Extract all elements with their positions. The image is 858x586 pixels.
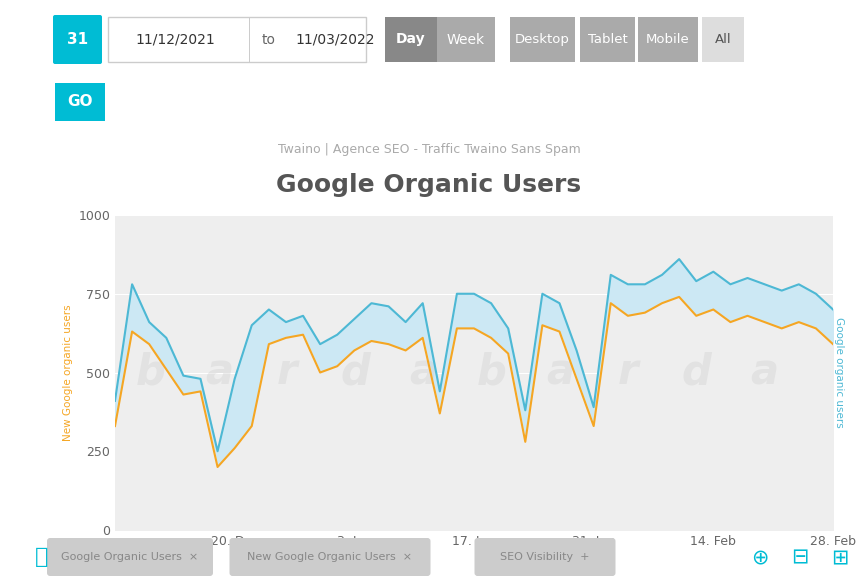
Text: d: d (341, 352, 371, 394)
Text: a: a (546, 352, 574, 394)
Text: ⊕: ⊕ (752, 547, 769, 567)
Text: Google Organic Users  ×: Google Organic Users × (62, 552, 198, 562)
FancyBboxPatch shape (385, 17, 437, 62)
Text: Mobile: Mobile (646, 33, 690, 46)
Text: d: d (682, 352, 711, 394)
Text: to: to (262, 32, 276, 46)
Text: ⊞: ⊞ (831, 547, 849, 567)
FancyBboxPatch shape (229, 538, 431, 576)
Text: Desktop: Desktop (515, 33, 570, 46)
Text: ⊟: ⊟ (791, 547, 809, 567)
Text: a: a (205, 352, 233, 394)
FancyBboxPatch shape (55, 83, 105, 121)
Bar (249, 17, 250, 62)
FancyBboxPatch shape (510, 17, 575, 62)
Y-axis label: Google organic users: Google organic users (834, 317, 844, 428)
Text: Week: Week (447, 32, 485, 46)
Text: b: b (136, 352, 166, 394)
Text: Google Organic Users: Google Organic Users (276, 173, 582, 197)
Text: New Google Organic Users  ×: New Google Organic Users × (247, 552, 413, 562)
Text: 31: 31 (67, 32, 88, 47)
Y-axis label: New Google organic users: New Google organic users (63, 304, 73, 441)
FancyBboxPatch shape (580, 17, 635, 62)
FancyBboxPatch shape (474, 538, 615, 576)
Text: All: All (715, 33, 731, 46)
Text: b: b (477, 352, 507, 394)
FancyBboxPatch shape (108, 17, 366, 62)
Text: Day: Day (396, 32, 426, 46)
Text: Tablet: Tablet (588, 33, 627, 46)
Text: GO: GO (67, 94, 93, 110)
Text: Twaino | Agence SEO - Traffic Twaino Sans Spam: Twaino | Agence SEO - Traffic Twaino San… (278, 144, 580, 156)
FancyBboxPatch shape (638, 17, 698, 62)
Text: a: a (751, 352, 779, 394)
FancyBboxPatch shape (53, 15, 102, 64)
Text: r: r (618, 352, 638, 394)
Text: 11/12/2021: 11/12/2021 (135, 32, 214, 46)
Text: SEO Visibility  +: SEO Visibility + (500, 552, 589, 562)
Text: 11/03/2022: 11/03/2022 (295, 32, 375, 46)
FancyBboxPatch shape (702, 17, 744, 62)
FancyBboxPatch shape (47, 538, 213, 576)
Text: ⦸: ⦸ (35, 547, 49, 567)
Text: r: r (277, 352, 298, 394)
Text: a: a (409, 352, 438, 394)
FancyBboxPatch shape (437, 17, 495, 62)
